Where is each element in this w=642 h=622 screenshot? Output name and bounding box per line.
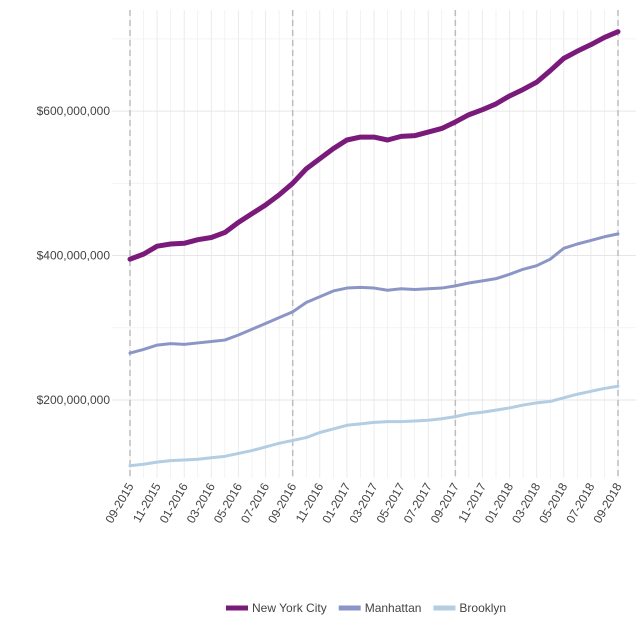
line-series <box>128 384 620 468</box>
legend-label: Manhattan <box>365 601 422 615</box>
y-tick-label: $200,000,000 <box>37 393 111 407</box>
legend-label: Brooklyn <box>459 601 506 615</box>
line-series <box>127 29 621 262</box>
y-tick-label: $400,000,000 <box>37 249 111 263</box>
line-series <box>128 232 620 355</box>
y-tick-label: $600,000,000 <box>37 104 111 118</box>
legend-label: New York City <box>252 601 327 615</box>
